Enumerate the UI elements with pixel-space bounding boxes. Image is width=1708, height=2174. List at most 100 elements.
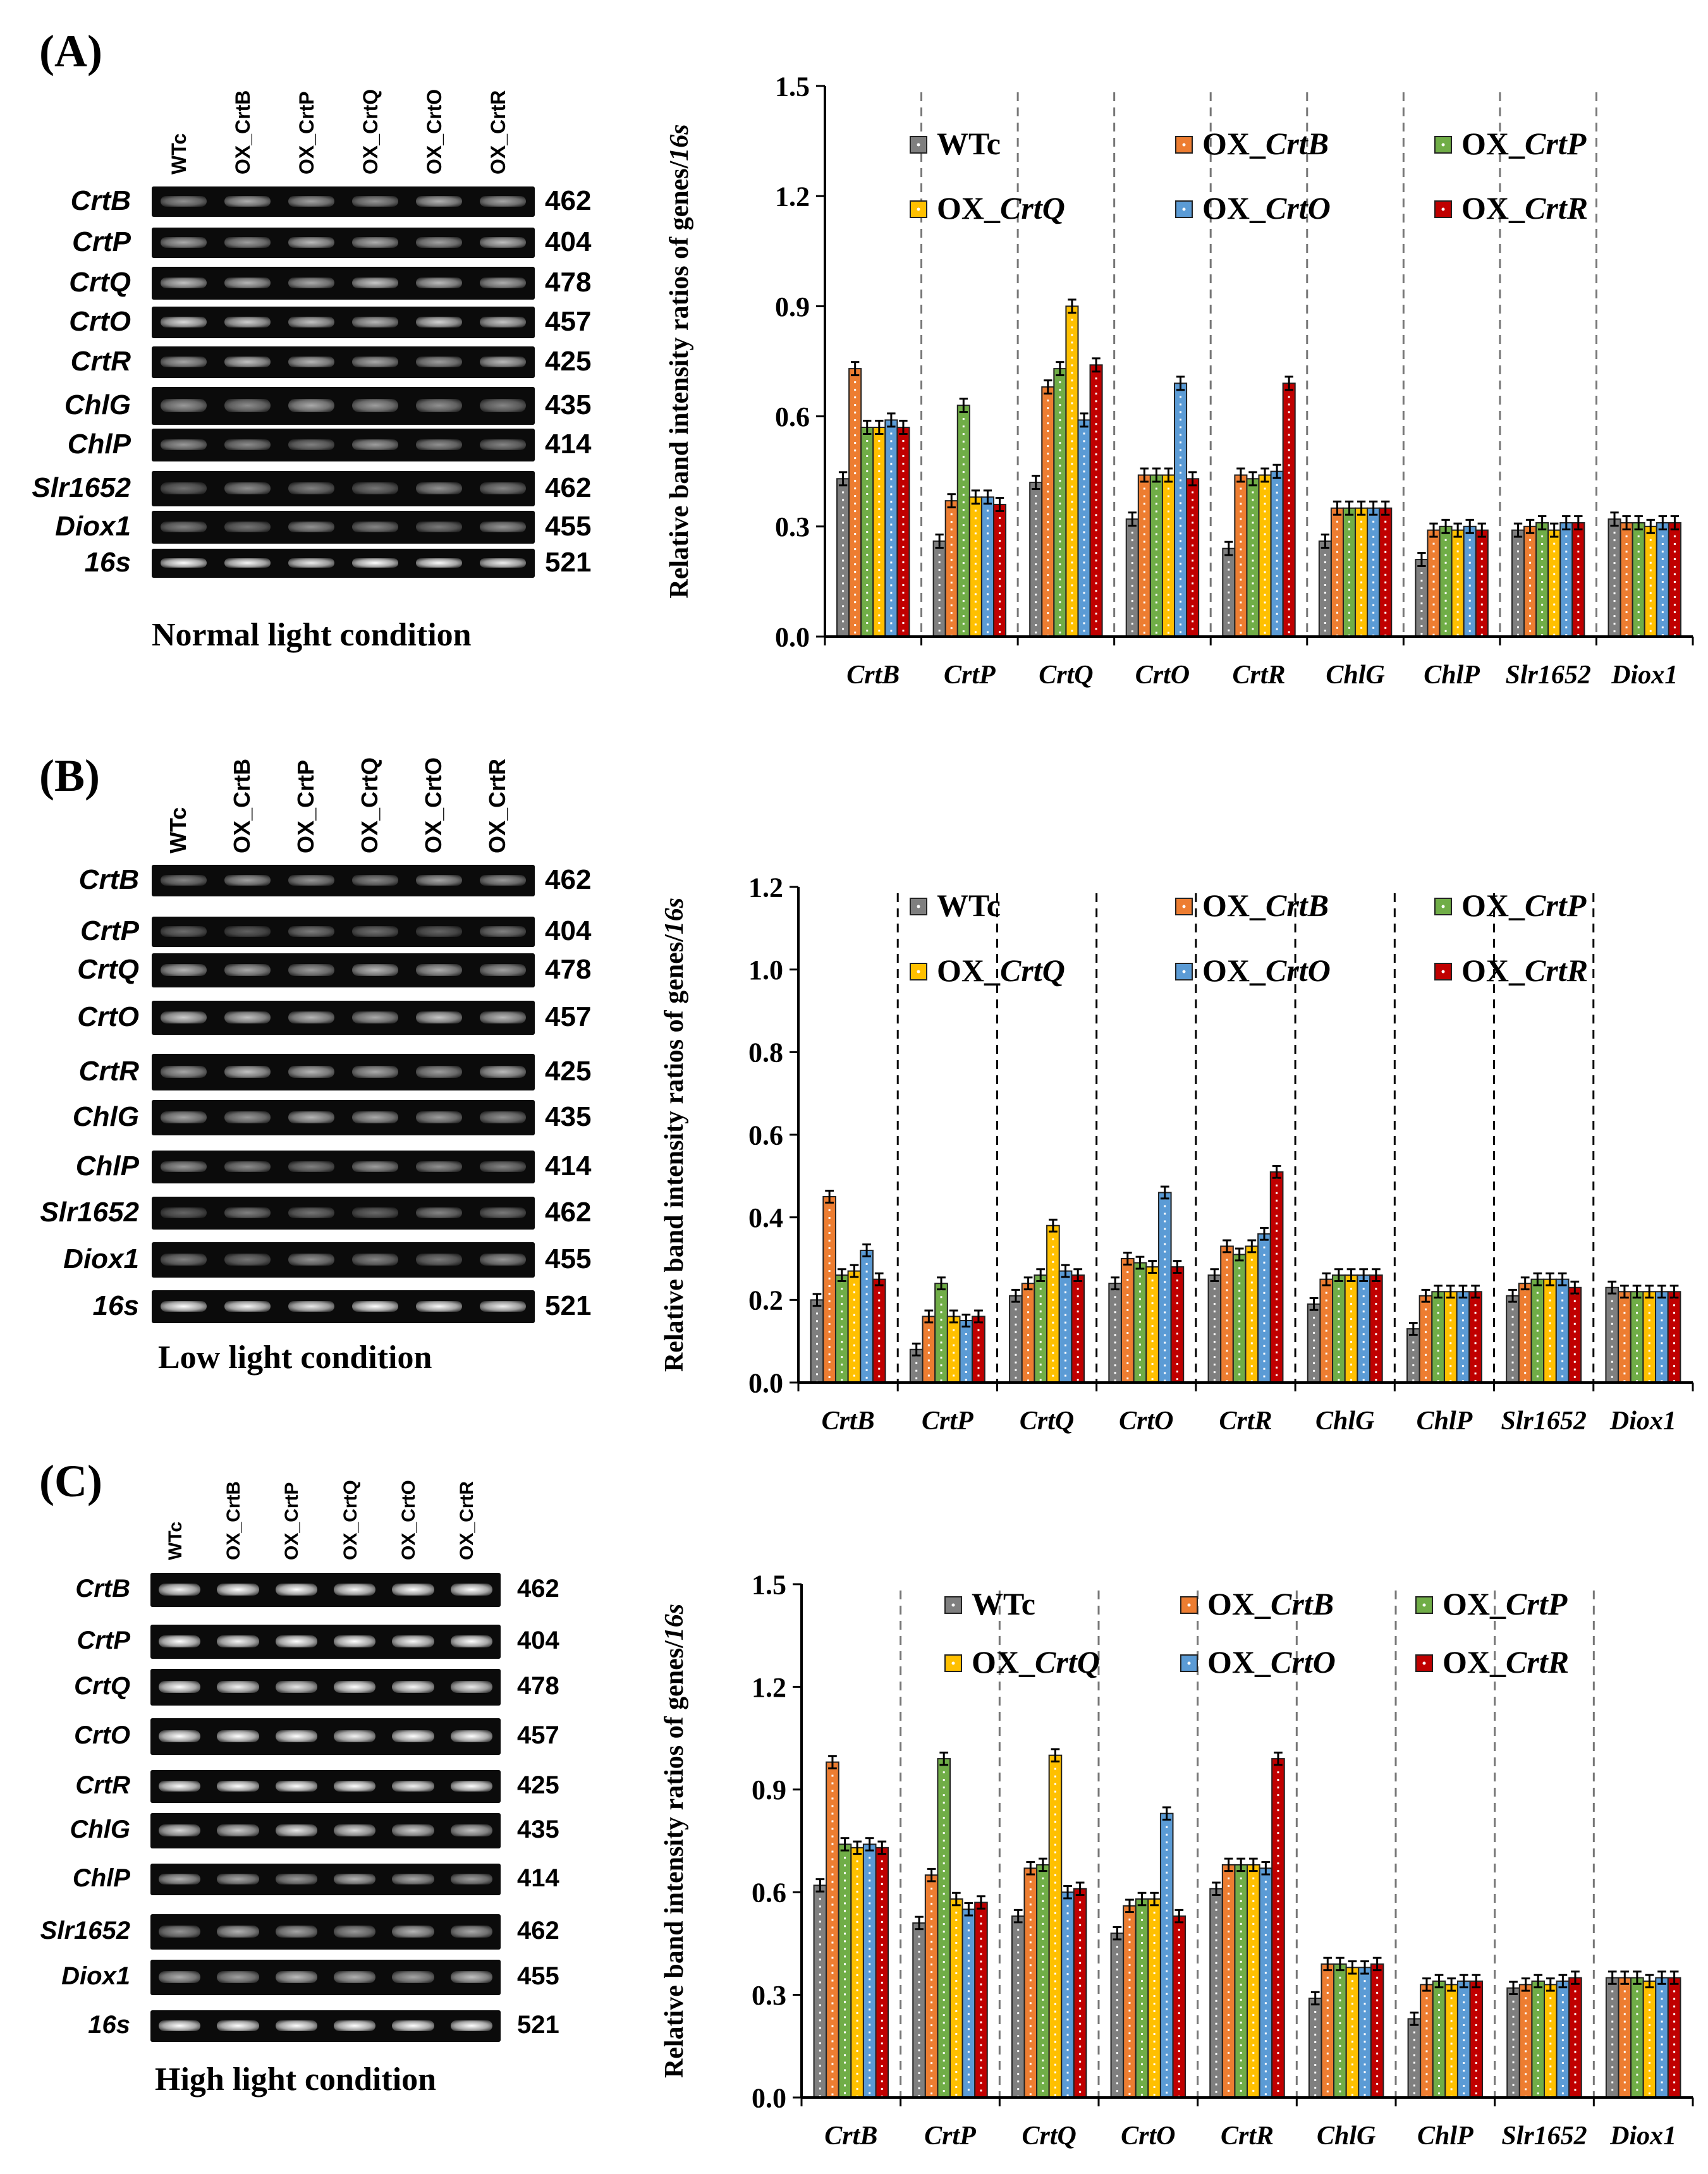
bar-ox-crtq: [949, 1898, 963, 2098]
gel-band: [352, 277, 398, 289]
gel-band: [416, 1111, 462, 1123]
gel-size-label: 462: [545, 864, 592, 895]
x-category-label: CrtO: [1119, 1407, 1173, 1436]
legend-label-text: WTc: [937, 888, 1001, 923]
bar-ox-crtr: [1667, 1291, 1681, 1384]
gel-band: [416, 277, 462, 289]
bar-ox-crtp: [834, 1274, 849, 1383]
bar-ox-crtr: [1369, 1274, 1383, 1383]
gel-band: [217, 1970, 259, 1983]
bar-ox-crtq: [1543, 1278, 1557, 1383]
gel-band: [480, 277, 526, 289]
gel-band: [288, 926, 334, 937]
condition-label: High light condition: [155, 2061, 436, 2098]
gel-size-label: 455: [545, 510, 592, 542]
gel-size-label: 404: [545, 226, 592, 257]
bar-wtc: [1125, 518, 1139, 637]
bar-ox-crtp: [1432, 1980, 1446, 2099]
gel-band: [392, 1730, 434, 1743]
bar-ox-crto: [959, 1320, 973, 1383]
y-tick-label: 1.2: [748, 872, 783, 903]
bar-wtc: [813, 1884, 827, 2098]
gel-band: [161, 196, 207, 207]
gel-band: [161, 399, 207, 412]
gel-band: [224, 1253, 271, 1266]
gel-band: [224, 521, 271, 533]
bar-ox-crtp: [1431, 1291, 1445, 1384]
legend-swatch-dot: [1441, 207, 1445, 211]
gel-size-label: 462: [545, 472, 592, 503]
legend-swatch-dot: [951, 1603, 955, 1607]
bar-ox-crto: [1159, 1812, 1174, 2099]
legend-label-gene: CrtO: [1271, 1644, 1336, 1680]
gel-gene-label: CrtR: [75, 1771, 130, 1799]
bar-ox-crtq: [1245, 1245, 1259, 1384]
bar-ox-crtb: [826, 1761, 839, 2099]
gel-band: [217, 1780, 259, 1792]
gel-band: [352, 439, 398, 451]
gel-band: [224, 1161, 271, 1173]
legend-swatch-dot: [1187, 1661, 1191, 1665]
bar-wtc: [1605, 1977, 1620, 2099]
legend-swatch-dot: [917, 905, 920, 908]
legend-label-prefix: OX_: [1202, 190, 1266, 226]
gel-lane-label: WTc: [167, 133, 190, 174]
gel-band: [288, 1300, 334, 1312]
gel-band: [416, 237, 462, 248]
gel-size-label: 455: [545, 1243, 592, 1274]
legend-label-prefix: OX_: [937, 953, 1001, 988]
gel-band: [480, 196, 526, 207]
gel-band: [224, 1065, 271, 1078]
gel-band: [275, 2020, 318, 2031]
bar-ox-crto: [1367, 507, 1381, 637]
gel-gene-label: Slr1652: [40, 1917, 130, 1945]
gel-band: [161, 1300, 207, 1312]
bar-ox-crto: [980, 496, 994, 638]
bar-wtc: [836, 478, 850, 638]
gel-band: [352, 1300, 398, 1312]
gel-band: [333, 1680, 376, 1694]
legend-label: OX_CrtR: [1461, 190, 1588, 226]
gel-band: [217, 1824, 259, 1836]
gel-gene-label: CrtO: [69, 305, 131, 337]
gel-lane-label: OX_CrtP: [295, 91, 318, 174]
gel-size-label: 478: [517, 1672, 559, 1700]
gel-strip: [152, 511, 535, 544]
gel-gene-label: ChlG: [72, 1101, 139, 1132]
bar-ox-crtp: [838, 1843, 852, 2098]
gel-strip: [152, 917, 535, 947]
bar-ox-crtq: [1355, 507, 1369, 637]
gel-band: [161, 277, 207, 289]
gel-band: [480, 237, 526, 248]
gel-band: [480, 482, 526, 494]
gel-gene-label: ChlG: [64, 389, 131, 420]
gel-strip: [152, 953, 535, 987]
x-category-label: CrtQ: [1020, 1407, 1074, 1436]
bar-wtc: [1009, 1295, 1023, 1384]
bar-ox-crtb: [1518, 1984, 1533, 2099]
gel-size-label: 521: [545, 546, 592, 578]
gel-band: [158, 1584, 201, 1596]
bar-ox-crtq: [1444, 1984, 1458, 2099]
gel-gene-label: ChlP: [72, 1864, 130, 1892]
bar-wtc: [1407, 2018, 1422, 2099]
x-category-label: Slr1652: [1505, 661, 1590, 690]
x-category-label: CrtO: [1121, 2122, 1175, 2151]
gel-band: [288, 1207, 334, 1219]
gel-strip: [152, 471, 535, 506]
bar-ox-crtb: [944, 500, 958, 637]
gel-size-label: 457: [517, 1721, 559, 1749]
gel-band: [333, 1970, 376, 1983]
bar-ox-crto: [1174, 382, 1188, 638]
bar-ox-crtb: [1221, 1864, 1236, 2098]
gel-strip: [152, 865, 535, 896]
gel-band: [333, 1780, 376, 1792]
bar-wtc: [1308, 1998, 1322, 2099]
bar-ox-crtb: [1137, 474, 1151, 637]
gel-band: [161, 317, 207, 327]
bar-ox-crto: [1463, 525, 1477, 637]
y-tick-label: 0.9: [775, 291, 810, 322]
gel-band: [416, 317, 462, 327]
gel-band: [392, 2020, 434, 2031]
gel-gene-label: CrtB: [78, 864, 139, 895]
